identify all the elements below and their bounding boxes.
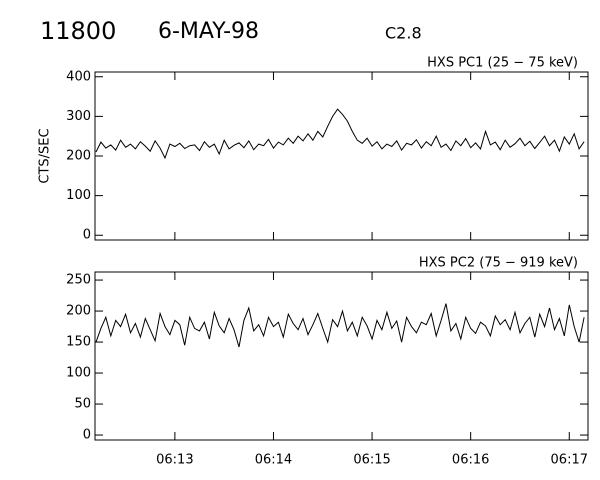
flare-class: C2.8 <box>385 24 422 43</box>
y-axis-label: CTS/SEC <box>38 128 53 183</box>
panel-title: HXS PC1 (25 − 75 keV) <box>427 56 578 71</box>
y-tick-label: 200 <box>66 304 91 319</box>
panel-title: HXS PC2 (75 − 919 keV) <box>419 256 578 271</box>
data-line <box>95 108 585 160</box>
y-tick-label: 250 <box>66 273 91 288</box>
data-line <box>95 303 585 348</box>
date: 6-MAY-98 <box>158 19 259 44</box>
plot-frame <box>94 71 589 241</box>
x-tick-label: 06:17 <box>551 453 588 468</box>
y-tick-label: 50 <box>74 397 91 412</box>
y-tick-label: 0 <box>83 228 91 243</box>
x-tick-label: 06:15 <box>353 453 390 468</box>
flare-id: 11800 <box>40 17 116 45</box>
y-tick-label: 100 <box>66 366 91 381</box>
y-tick-label: 100 <box>66 188 91 203</box>
plot-frame <box>94 271 589 441</box>
y-tick-label: 400 <box>66 69 91 84</box>
x-tick-label: 06:13 <box>156 453 193 468</box>
y-tick-label: 0 <box>83 428 91 443</box>
y-tick-label: 150 <box>66 335 91 350</box>
x-tick-label: 06:16 <box>452 453 489 468</box>
x-tick-label: 06:14 <box>255 453 292 468</box>
y-tick-label: 300 <box>66 109 91 124</box>
y-tick-label: 200 <box>66 149 91 164</box>
